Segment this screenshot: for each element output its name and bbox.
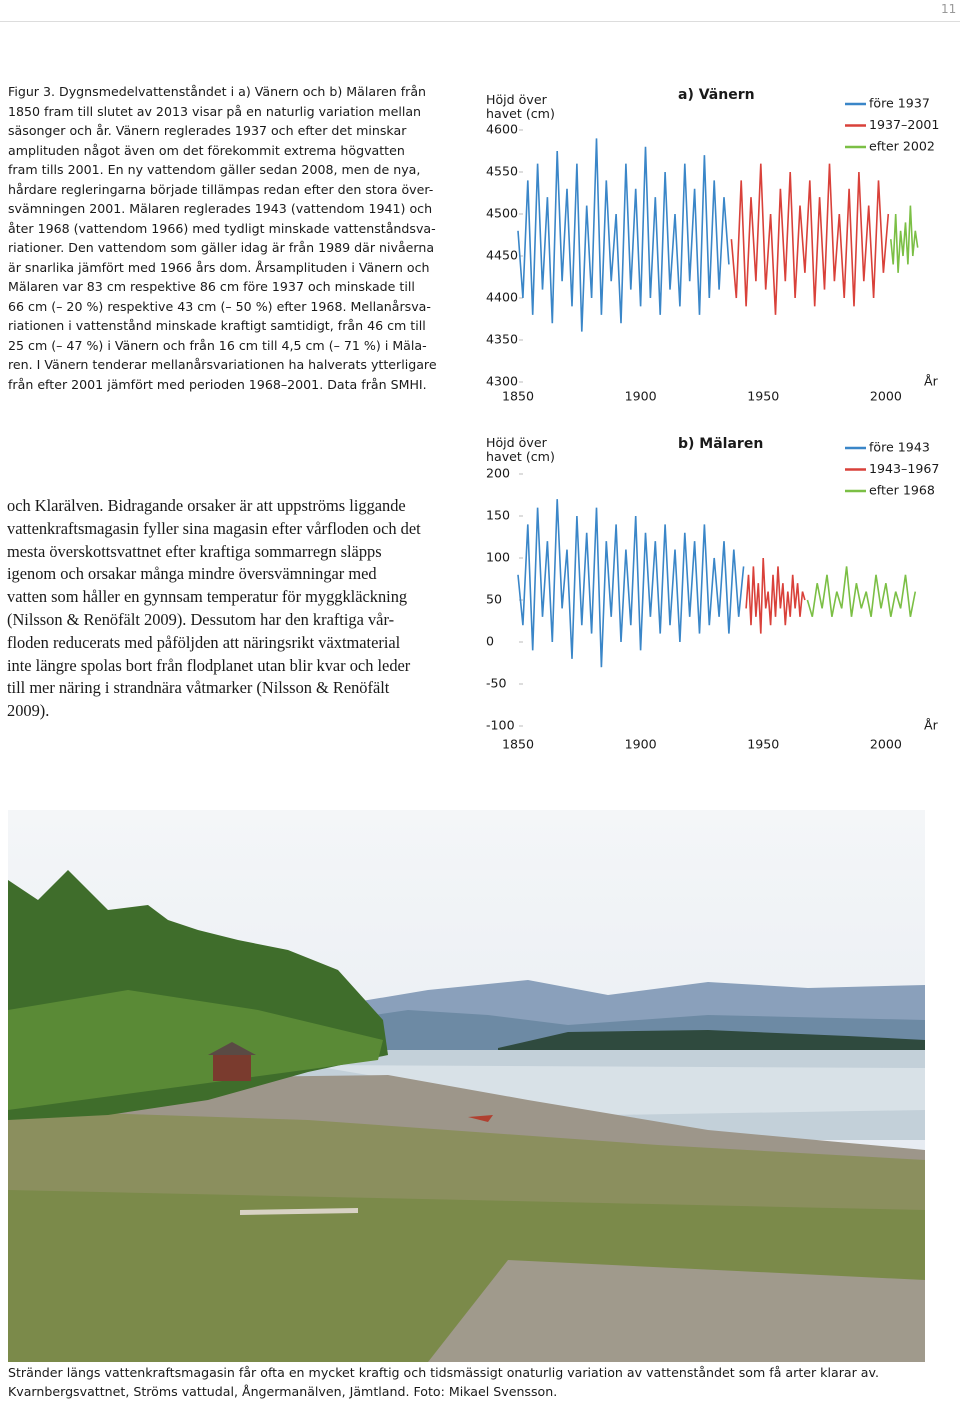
y-tick-label: -100 <box>486 718 515 733</box>
legend-label: före 1943 <box>869 440 930 455</box>
caption-line: säsonger och år. Vänern reglerades 1937 … <box>8 123 407 138</box>
legend-label: 1943–1967 <box>869 461 939 476</box>
y-tick-label: 50 <box>486 592 502 607</box>
y-tick-label: 200 <box>486 466 510 481</box>
legend-label: 1937–2001 <box>869 117 939 132</box>
caption-line: riationer. Den vattendom som gäller idag… <box>8 240 435 255</box>
body-line: igenom och orsakar många mindre översväm… <box>7 564 377 584</box>
data-line <box>517 499 745 668</box>
photo <box>8 810 925 1362</box>
y-tick-label: -50 <box>486 676 507 691</box>
x-tick-label: 1850 <box>502 737 534 752</box>
y-tick-label: 4300 <box>486 374 518 389</box>
caption-line: är snarlika jämfört med 1966 års dom. År… <box>8 259 430 275</box>
legend-label: efter 1968 <box>869 483 935 498</box>
y-tick-label: 4400 <box>486 290 518 305</box>
body-line: till mer näring i strandnära våtmarker (… <box>7 678 390 698</box>
y-tick-label: 4500 <box>486 206 518 221</box>
body-line: 2009). <box>7 701 50 721</box>
charts: a) Vänern 4300 4350 4400 4450 4500 4550 4600 185… <box>486 87 939 752</box>
caption-line: Figur 3. Dygnsmedelvattenståndet i a) Vä… <box>8 84 427 99</box>
caption-line: 25 cm (– 47 %) i Vänern och från 16 cm t… <box>8 337 427 353</box>
body-line: inte längre spolas bort från flodplanet … <box>7 655 411 675</box>
y-tick-label: 4450 <box>486 248 518 263</box>
photo-caption-line: Kvarnbergsvattnet, Ströms vattudal, Ånge… <box>8 1384 558 1399</box>
y-tick-label: 4550 <box>486 164 518 179</box>
caption-line: ren. I Vänern tenderar mellanårsvariatio… <box>8 357 437 372</box>
y-tick-label: 100 <box>486 550 510 565</box>
x-tick-label: 2000 <box>870 389 902 404</box>
x-tick-label: 1850 <box>502 389 534 404</box>
caption-line: från efter 2001 jämfört med perioden 196… <box>8 376 427 392</box>
x-tick-label: 1950 <box>747 389 779 404</box>
x-axis-label: År <box>924 374 939 389</box>
page-number: 11 <box>941 2 957 16</box>
caption-line: hårdare regleringarna började tillämpas … <box>8 181 434 197</box>
y-axis-label: Höjd över havet (cm) <box>486 92 555 121</box>
x-tick-label: 2000 <box>870 737 902 752</box>
legend-label: efter 2002 <box>869 139 935 154</box>
legend-label: före 1937 <box>869 96 930 111</box>
chart-title: a) Vänern <box>678 87 755 103</box>
data-line <box>517 138 730 332</box>
y-tick-label: 150 <box>486 508 510 523</box>
x-tick-label: 1900 <box>625 737 657 752</box>
y-axis-label: Höjd över havet (cm) <box>486 435 555 464</box>
y-tick-label: 4350 <box>486 332 518 347</box>
body-line: mesta överskottsvattnet efter kraftiga s… <box>7 541 382 561</box>
data-line <box>806 566 917 618</box>
y-tick-label: 0 <box>486 634 494 649</box>
body-line: floden reducerats med påföljden att näri… <box>7 632 401 652</box>
caption-line: åter 1968 (vattendom 1966) med tydligt m… <box>8 220 436 236</box>
body-line: (Nilsson & Renöfält 2009). Dessutom har … <box>7 610 395 629</box>
caption-line: svämningen 2001. Mälaren reglerades 1943… <box>8 201 433 216</box>
caption-line: fram tills 2001. En ny vattendom gäller … <box>8 162 421 177</box>
caption-line: 1850 fram till slutet av 2013 visar på e… <box>8 103 422 119</box>
body-line: och Klarälven. Bidragande orsaker är att… <box>7 496 406 515</box>
caption-line: amplituden något även om det förekommit … <box>8 142 405 158</box>
x-tick-label: 1950 <box>747 737 779 752</box>
x-axis-label: År <box>924 718 939 733</box>
caption-line: 66 cm (– 20 %) respektive 43 cm (– 50 %)… <box>8 298 431 314</box>
chart-title: b) Mälaren <box>678 436 763 452</box>
data-line <box>890 205 919 273</box>
photo-caption-line: Stränder längs vattenkraftsmagasin får o… <box>8 1365 879 1380</box>
body-line: vattenkraftsmagasin fyller sina magasin … <box>7 518 421 538</box>
header-rule <box>0 21 960 22</box>
caption-line: riationen i vattenstånd minskade kraftig… <box>8 318 426 333</box>
caption-line: Mälaren var 83 cm respektive 86 cm före … <box>8 279 415 294</box>
data-line <box>730 163 890 315</box>
data-line <box>745 557 806 634</box>
x-tick-label: 1900 <box>625 389 657 404</box>
body-line: vatten som håller en gynnsam temperatur … <box>7 587 408 607</box>
y-tick-label: 4600 <box>486 122 518 137</box>
